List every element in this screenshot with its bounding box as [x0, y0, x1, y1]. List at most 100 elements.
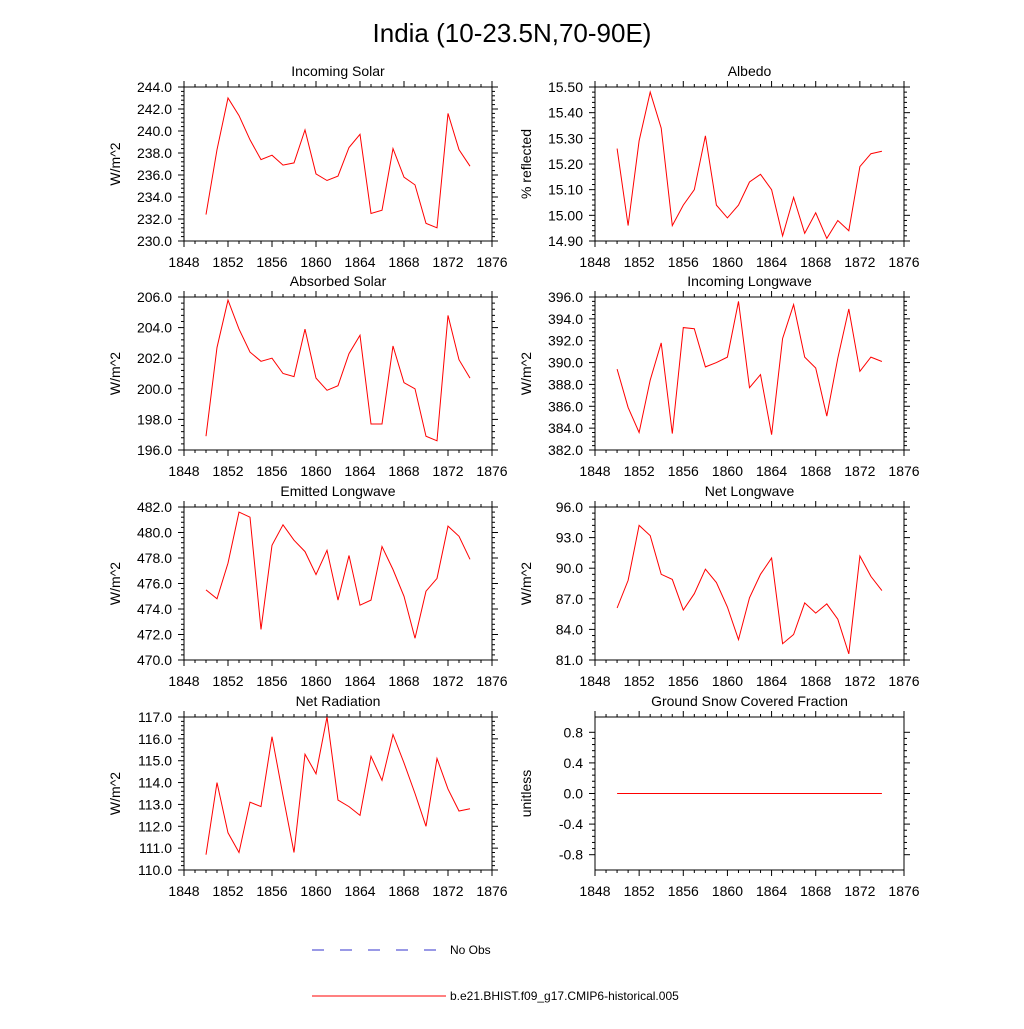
panel-net-longwave: Net Longwave 1848 1852 1856 1860 1864 1868 1872… [518, 483, 920, 689]
y-tick-label: 90.0 [556, 560, 583, 576]
y-tick-label: 0.8 [564, 724, 584, 740]
x-tick-label: 1856 [256, 463, 287, 479]
x-tick-label: 1872 [432, 463, 463, 479]
y-tick-label: -0.8 [559, 847, 583, 863]
y-tick-label: 200.0 [137, 381, 172, 397]
x-tick-label: 1864 [756, 883, 787, 899]
x-tick-label: 1864 [344, 254, 375, 270]
x-tick-label: 1848 [579, 673, 610, 689]
x-tick-label: 1872 [844, 463, 875, 479]
x-tick-label: 1860 [712, 883, 743, 899]
y-tick-label: 15.00 [548, 207, 583, 223]
y-axis-label: W/m^2 [107, 772, 123, 815]
y-tick-label: 482.0 [137, 499, 172, 515]
y-tick-label: 472.0 [137, 627, 172, 643]
main-title: India (10-23.5N,70-90E) [373, 18, 652, 48]
y-tick-label: 110.0 [138, 862, 172, 878]
x-tick-label: 1876 [476, 254, 507, 270]
x-tick-label: 1848 [168, 673, 199, 689]
y-tick-label: 0.4 [564, 755, 584, 771]
legend-label-no-obs: No Obs [450, 943, 491, 957]
x-tick-label: 1868 [388, 254, 419, 270]
series-line [205, 298, 471, 442]
panels: Incoming Solar 1848 1852 1856 1860 1864 1868 18… [107, 63, 920, 899]
y-tick-label: 480.0 [137, 525, 172, 541]
y-tick-label: 386.0 [548, 398, 583, 414]
series-line [616, 301, 883, 435]
y-tick-label: 202.0 [137, 350, 172, 366]
y-tick-label: 382.0 [548, 442, 583, 458]
y-tick-label: 96.0 [556, 499, 583, 515]
x-tick-label: 1868 [800, 673, 831, 689]
x-tick-label: 1852 [624, 463, 655, 479]
x-tick-label: 1856 [668, 254, 699, 270]
y-tick-label: 236.0 [137, 167, 172, 183]
x-tick-label: 1856 [256, 673, 287, 689]
y-tick-label: 204.0 [137, 320, 172, 336]
legend-label-model: b.e21.BHIST.f09_g17.CMIP6-historical.005 [450, 989, 679, 1003]
y-tick-label: 238.0 [137, 145, 172, 161]
x-tick-label: 1868 [800, 254, 831, 270]
y-tick-label: 81.0 [556, 652, 583, 668]
y-axis-label: unitless [518, 770, 534, 817]
x-tick-label: 1860 [300, 254, 331, 270]
x-tick-label: 1872 [432, 254, 463, 270]
x-tick-label: 1856 [256, 883, 287, 899]
x-tick-label: 1860 [300, 883, 331, 899]
y-tick-label: 478.0 [137, 550, 172, 566]
y-tick-label: -0.4 [559, 816, 583, 832]
y-tick-label: 474.0 [137, 601, 172, 617]
x-tick-label: 1876 [476, 883, 507, 899]
x-tick-label: 1864 [344, 883, 375, 899]
panel-title: Net Longwave [705, 483, 795, 499]
x-tick-label: 1848 [579, 254, 610, 270]
y-tick-label: 388.0 [548, 376, 583, 392]
x-tick-label: 1848 [168, 883, 199, 899]
series-line [205, 511, 471, 639]
x-tick-label: 1876 [476, 673, 507, 689]
panel-title: Emitted Longwave [280, 483, 395, 499]
panel-absorbed-solar: Absorbed Solar 1848 1852 1856 1860 1864 1868 18… [107, 273, 508, 479]
y-tick-label: 392.0 [548, 333, 583, 349]
y-tick-label: 115.0 [138, 753, 172, 769]
y-tick-label: 230.0 [137, 233, 172, 249]
y-tick-label: 14.90 [548, 233, 583, 249]
x-tick-label: 1876 [476, 463, 507, 479]
y-tick-label: 114.0 [138, 775, 172, 791]
y-tick-label: 470.0 [137, 652, 172, 668]
x-tick-label: 1852 [212, 673, 243, 689]
y-tick-label: 390.0 [548, 355, 583, 371]
y-tick-label: 15.30 [548, 130, 583, 146]
x-tick-label: 1852 [624, 673, 655, 689]
x-tick-label: 1864 [344, 463, 375, 479]
y-tick-label: 15.50 [548, 79, 583, 95]
x-tick-label: 1860 [712, 254, 743, 270]
y-tick-label: 93.0 [556, 530, 583, 546]
y-axis-label: W/m^2 [107, 352, 123, 395]
y-tick-label: 111.0 [139, 840, 172, 856]
y-axis-label: W/m^2 [107, 562, 123, 605]
y-tick-label: 116.0 [138, 731, 172, 747]
x-tick-label: 1856 [668, 463, 699, 479]
x-tick-label: 1872 [844, 673, 875, 689]
series-line [205, 96, 471, 229]
legend: No Obs b.e21.BHIST.f09_g17.CMIP6-histori… [312, 943, 679, 1003]
x-tick-label: 1876 [888, 673, 919, 689]
x-tick-label: 1868 [388, 463, 419, 479]
x-tick-label: 1848 [168, 254, 199, 270]
panel-title: Net Radiation [296, 693, 381, 709]
x-tick-label: 1864 [756, 254, 787, 270]
y-tick-label: 15.10 [548, 182, 583, 198]
y-axis-label: W/m^2 [107, 142, 123, 185]
x-tick-label: 1852 [624, 883, 655, 899]
x-tick-label: 1868 [388, 883, 419, 899]
panel-title: Incoming Solar [291, 63, 385, 79]
panel-title: Albedo [728, 63, 772, 79]
x-tick-label: 1852 [624, 254, 655, 270]
y-tick-label: 113.0 [138, 796, 172, 812]
y-tick-label: 87.0 [556, 591, 583, 607]
panel-albedo: Albedo 1848 1852 1856 1860 1864 1868 1872 1876 14… [518, 63, 920, 270]
x-tick-label: 1876 [888, 883, 919, 899]
